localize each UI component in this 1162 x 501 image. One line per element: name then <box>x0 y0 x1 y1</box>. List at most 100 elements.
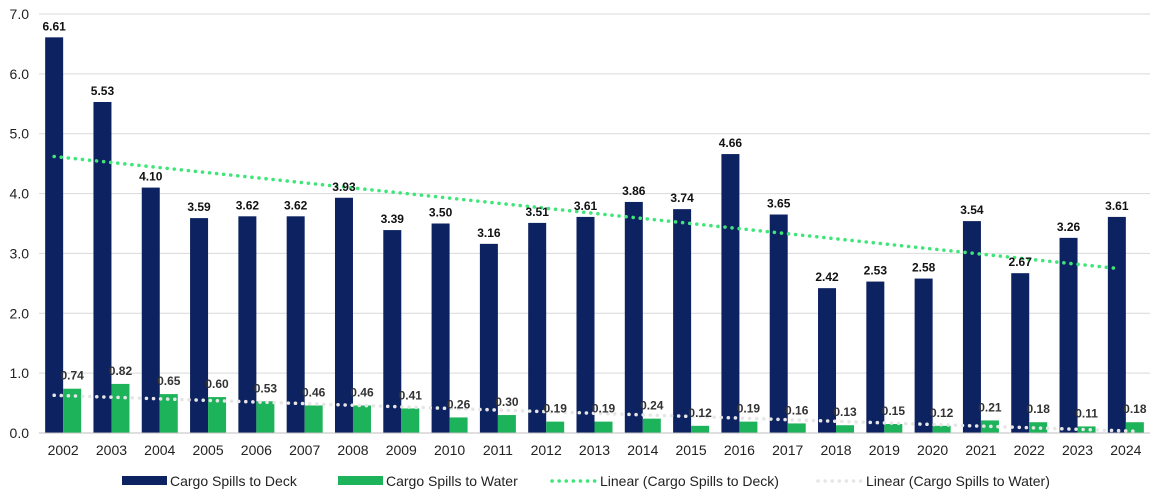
data-label-water: 0.41 <box>399 388 423 402</box>
data-label-deck: 3.62 <box>284 198 308 212</box>
data-label-deck: 3.16 <box>477 226 501 240</box>
bar-deck <box>45 37 64 433</box>
x-tick-label: 2010 <box>434 442 465 458</box>
bar-water <box>787 423 806 433</box>
data-label-water: 0.60 <box>205 377 229 391</box>
data-label-water: 0.53 <box>254 381 278 395</box>
data-label-deck: 3.74 <box>670 191 694 205</box>
x-tick-label: 2012 <box>531 442 562 458</box>
bar-deck <box>576 216 595 433</box>
data-label-deck: 3.61 <box>1105 199 1129 213</box>
x-tick-label: 2009 <box>386 442 417 458</box>
bar-deck <box>479 243 498 433</box>
bar-deck <box>383 230 402 433</box>
bar-water <box>159 394 178 433</box>
data-label-deck: 5.53 <box>91 84 115 98</box>
y-tick-label: 6.0 <box>10 66 30 82</box>
x-tick-label: 2014 <box>627 442 658 458</box>
data-label-water: 0.74 <box>60 369 84 383</box>
bar-deck <box>769 214 788 433</box>
data-label-water: 0.19 <box>544 402 568 416</box>
data-label-water: 0.11 <box>1075 406 1098 420</box>
data-label-water: 0.21 <box>978 400 1002 414</box>
legend: Cargo Spills to Deck Cargo Spills to Wate… <box>122 473 1050 489</box>
bar-deck <box>334 197 353 433</box>
bar-deck <box>286 216 305 433</box>
bar-water <box>594 421 613 433</box>
bar-deck <box>141 187 160 433</box>
data-label-water: 0.46 <box>302 385 326 399</box>
data-label-deck: 3.62 <box>236 198 260 212</box>
bar-water <box>546 421 565 433</box>
bar-deck <box>673 209 692 433</box>
bar-water <box>256 401 275 433</box>
data-label-deck: 2.42 <box>815 270 839 284</box>
bar-deck <box>914 278 933 433</box>
bar-deck <box>431 223 450 433</box>
bar-deck <box>238 216 257 433</box>
bar-water <box>1029 422 1048 433</box>
bar-deck <box>624 201 643 433</box>
bar-water <box>497 415 516 433</box>
bar-deck <box>818 288 837 433</box>
trendline-deck <box>52 154 1119 271</box>
bars <box>45 37 1144 434</box>
data-label-deck: 2.53 <box>864 264 888 278</box>
x-tick-label: 2002 <box>48 442 79 458</box>
y-tick-label: 3.0 <box>10 245 30 261</box>
x-tick-label: 2005 <box>192 442 223 458</box>
data-label-deck: 3.26 <box>1057 220 1081 234</box>
bar-water <box>63 388 82 433</box>
data-label-deck: 2.58 <box>912 261 936 275</box>
trendline-water <box>52 393 1137 433</box>
data-label-deck: 3.86 <box>622 184 646 198</box>
trendlines <box>52 154 1137 433</box>
x-tick-label: 2022 <box>1014 442 1045 458</box>
data-label-water: 0.46 <box>350 385 374 399</box>
x-tick-label: 2015 <box>676 442 707 458</box>
data-label-deck: 3.39 <box>381 212 405 226</box>
data-label-deck: 3.59 <box>187 200 211 214</box>
bar-water <box>836 425 855 433</box>
y-axis: 0.0 1.0 2.0 3.0 4.0 5.0 6.0 7.0 <box>10 6 30 441</box>
bar-water <box>208 397 227 433</box>
data-label-deck: 3.65 <box>767 197 791 211</box>
data-label-water: 0.65 <box>157 374 181 388</box>
x-tick-label: 2003 <box>96 442 127 458</box>
bar-water <box>449 417 468 433</box>
data-label-water: 0.24 <box>640 399 664 413</box>
x-axis: 2002 2003 2004 2005 2006 2007 2008 2009 2010 2011… <box>39 432 1150 458</box>
data-label-deck: 4.10 <box>139 170 163 184</box>
bar-water <box>1125 422 1144 433</box>
bar-deck <box>962 221 981 433</box>
legend-item-trend-deck-label: Linear (Cargo Spills to Deck) <box>600 473 779 489</box>
x-tick-label: 2004 <box>144 442 175 458</box>
bar-water <box>691 425 710 433</box>
bar-water <box>304 405 323 433</box>
data-label-water: 0.18 <box>1027 402 1051 416</box>
x-tick-label: 2006 <box>241 442 272 458</box>
data-label-water: 0.19 <box>592 402 616 416</box>
bar-water <box>352 405 371 433</box>
legend-item-water-swatch <box>338 476 383 485</box>
data-label-water: 0.19 <box>737 402 761 416</box>
x-tick-label: 2007 <box>289 442 320 458</box>
y-tick-label: 7.0 <box>10 6 30 22</box>
data-label-water: 0.18 <box>1123 402 1147 416</box>
data-label-water: 0.16 <box>785 403 809 417</box>
data-label-water: 0.82 <box>109 364 133 378</box>
x-tick-label: 2021 <box>965 442 996 458</box>
x-tick-label: 2023 <box>1062 442 1093 458</box>
bar-water <box>401 408 420 433</box>
y-tick-label: 2.0 <box>10 305 30 321</box>
bar-deck <box>1059 237 1078 433</box>
legend-item-trend-water-label: Linear (Cargo Spills to Water) <box>866 473 1050 489</box>
data-labels: 6.61 0.74 5.53 0.82 4.10 0.65 3.59 0.60 3.62 0.53… <box>42 19 1146 420</box>
data-label-water: 0.15 <box>882 404 906 418</box>
x-tick-label: 2018 <box>820 442 851 458</box>
bar-water <box>1077 426 1096 433</box>
data-label-deck: 4.66 <box>719 136 743 150</box>
legend-item-water-label: Cargo Spills to Water <box>386 473 518 489</box>
bar-deck <box>1107 216 1126 433</box>
